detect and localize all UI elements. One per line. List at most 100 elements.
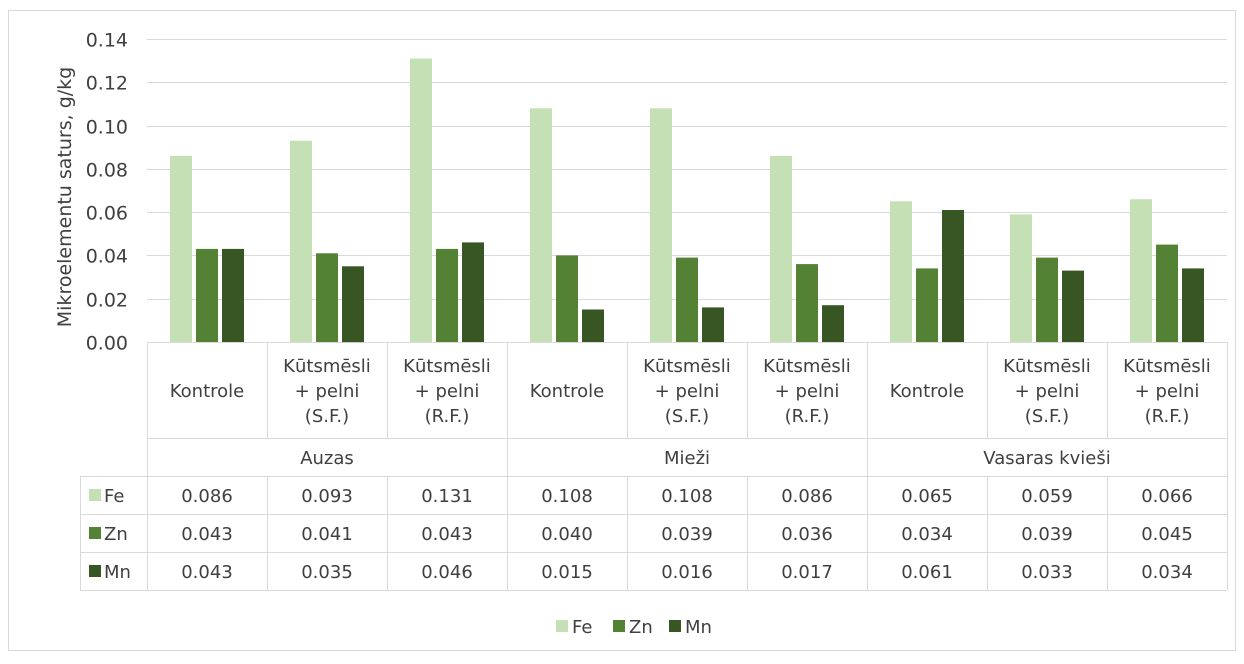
data-value-label: 0.066: [1141, 486, 1193, 507]
bar-zn: [916, 268, 938, 342]
y-axis: 0.00 0.02 0.04 0.06 0.08 0.10 0.12 0.14: [86, 30, 128, 355]
bar-fe: [410, 58, 432, 342]
bar-mn: [582, 309, 604, 342]
category-label: (R.F.): [785, 406, 830, 427]
bar-fe: [290, 140, 312, 342]
data-value-label: 0.061: [901, 562, 953, 583]
data-value-label: 0.131: [421, 486, 473, 507]
data-value-label: 0.034: [901, 524, 953, 545]
data-value-label: 0.043: [181, 562, 233, 583]
bar-zn: [1156, 244, 1178, 342]
bar-mn: [222, 248, 244, 342]
legend: Fe Zn Mn: [556, 617, 712, 638]
data-value-label: 0.016: [661, 562, 713, 583]
data-value-label: 0.035: [301, 562, 353, 583]
category-label: (S.F.): [305, 406, 349, 427]
category-label: Kūtsmēsli: [1003, 356, 1091, 377]
category-label: Kūtsmēsli: [643, 356, 731, 377]
data-value-label: 0.086: [781, 486, 833, 507]
category-label: (R.F.): [425, 406, 470, 427]
data-value-label: 0.017: [781, 562, 833, 583]
group-label: Vasaras kvieši: [983, 448, 1110, 469]
bar-fe: [1130, 199, 1152, 342]
category-label: + pelni: [1135, 381, 1200, 402]
data-value-label: 0.093: [301, 486, 353, 507]
bar-fe: [770, 155, 792, 342]
table-legend-key-mn: [89, 565, 101, 577]
bar-mn: [1062, 270, 1084, 342]
category-label: + pelni: [1015, 381, 1080, 402]
bar-mn: [462, 242, 484, 342]
data-value-label: 0.041: [301, 524, 353, 545]
table-row-label: Fe: [104, 486, 124, 507]
data-value-label: 0.086: [181, 486, 233, 507]
y-axis-title: Mikroelementu saturs, g/kg: [54, 67, 76, 327]
data-value-label: 0.015: [541, 562, 593, 583]
bar-zn: [676, 257, 698, 342]
y-tick-label: 0.00: [86, 333, 128, 355]
bar-mn: [342, 266, 364, 343]
data-value-label: 0.040: [541, 524, 593, 545]
y-tick-label: 0.12: [86, 73, 128, 95]
data-table: Kontrole Kūtsmēsli + pelni (S.F.) Kūtsmēsli +…: [80, 342, 1228, 591]
bar-mn: [822, 305, 844, 342]
data-value-label: 0.065: [901, 486, 953, 507]
data-value-label: 0.108: [541, 486, 593, 507]
y-tick-label: 0.08: [86, 160, 128, 182]
legend-key-zn: [613, 620, 625, 632]
category-label: Kontrole: [890, 381, 964, 402]
category-label: + pelni: [775, 381, 840, 402]
data-value-label: 0.043: [181, 524, 233, 545]
bar-mn: [942, 210, 964, 342]
bar-zn: [196, 248, 218, 342]
category-label: + pelni: [295, 381, 360, 402]
legend-label: Fe: [572, 617, 592, 638]
legend-label: Mn: [685, 617, 712, 638]
category-label: Kūtsmēsli: [1123, 356, 1211, 377]
category-label: + pelni: [655, 381, 720, 402]
category-label: Kontrole: [170, 381, 244, 402]
table-legend-key-zn: [89, 527, 101, 539]
y-tick-label: 0.14: [86, 30, 128, 52]
group-label: Auzas: [300, 448, 354, 469]
y-tick-label: 0.04: [86, 246, 128, 268]
bar-fe: [1010, 214, 1032, 342]
category-label: Kūtsmēsli: [403, 356, 491, 377]
bar-fe: [530, 108, 552, 342]
data-value-label: 0.046: [421, 562, 473, 583]
category-label: Kūtsmēsli: [283, 356, 371, 377]
legend-key-fe: [556, 620, 568, 632]
data-value-label: 0.039: [1021, 524, 1073, 545]
table-legend-key-fe: [89, 489, 101, 501]
bar-zn: [436, 248, 458, 342]
data-value-label: 0.108: [661, 486, 713, 507]
data-value-label: 0.036: [781, 524, 833, 545]
bar-zn: [1036, 257, 1058, 342]
bar-zn: [556, 255, 578, 342]
data-value-label: 0.033: [1021, 562, 1073, 583]
category-label: Kūtsmēsli: [763, 356, 851, 377]
data-value-label: 0.034: [1141, 562, 1193, 583]
category-label: (R.F.): [1145, 406, 1190, 427]
legend-label: Zn: [629, 617, 653, 638]
y-tick-label: 0.10: [86, 117, 128, 139]
bar-fe: [890, 201, 912, 342]
bar-zn: [796, 264, 818, 342]
category-label: + pelni: [415, 381, 480, 402]
bars: [170, 58, 1204, 343]
bar-mn: [702, 307, 724, 342]
y-tick-label: 0.06: [86, 203, 128, 225]
data-value-label: 0.043: [421, 524, 473, 545]
bar-zn: [316, 253, 338, 342]
category-label: (S.F.): [1025, 406, 1069, 427]
bar-mn: [1182, 268, 1204, 342]
bar-fe: [650, 108, 672, 342]
group-label: Mieži: [664, 448, 710, 469]
legend-key-mn: [669, 620, 681, 632]
data-value-label: 0.045: [1141, 524, 1193, 545]
table-row-label: Mn: [104, 562, 131, 583]
data-value-label: 0.039: [661, 524, 713, 545]
category-label: Kontrole: [530, 381, 604, 402]
